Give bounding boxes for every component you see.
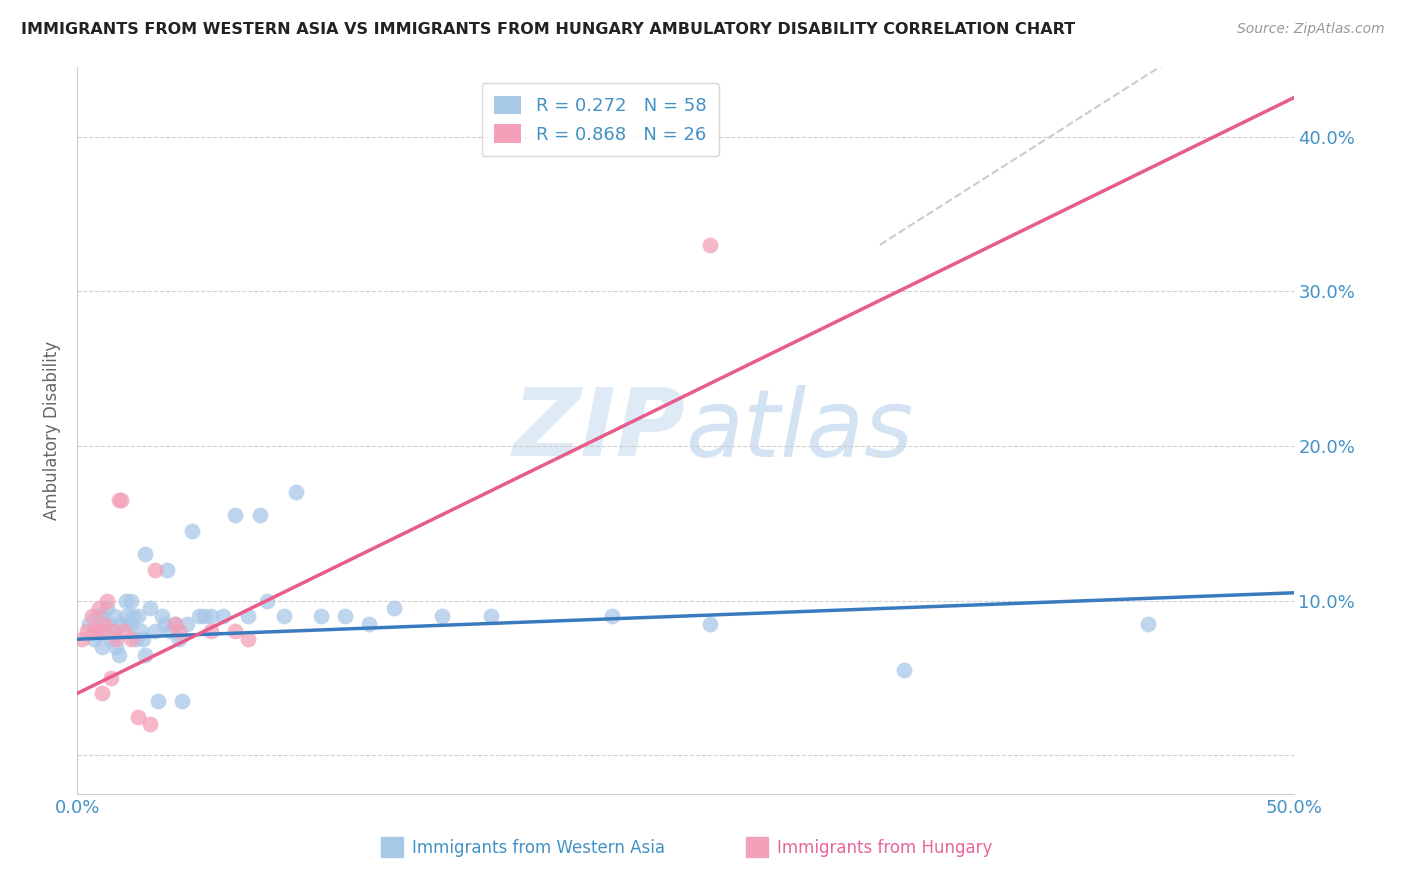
Point bbox=[134, 648, 156, 662]
Point bbox=[97, 616, 120, 631]
Point bbox=[359, 616, 381, 631]
Point bbox=[333, 609, 356, 624]
Point bbox=[699, 237, 721, 252]
Point bbox=[83, 624, 105, 639]
Point bbox=[120, 632, 142, 647]
Point bbox=[273, 609, 295, 624]
Point bbox=[103, 624, 125, 639]
Point bbox=[115, 609, 138, 624]
Point bbox=[110, 493, 132, 508]
Point bbox=[212, 609, 235, 624]
Point bbox=[163, 616, 186, 631]
Point bbox=[152, 609, 174, 624]
Point bbox=[100, 671, 122, 685]
Point bbox=[200, 609, 222, 624]
Point bbox=[86, 624, 108, 639]
Point bbox=[169, 624, 191, 639]
Point bbox=[479, 609, 502, 624]
Point bbox=[430, 609, 453, 624]
Point bbox=[90, 640, 112, 654]
Point bbox=[249, 508, 271, 523]
Point bbox=[110, 616, 132, 631]
Point bbox=[602, 609, 624, 624]
Point bbox=[188, 609, 211, 624]
Point bbox=[193, 609, 215, 624]
Point bbox=[76, 624, 98, 639]
Point bbox=[224, 624, 246, 639]
Point bbox=[143, 563, 166, 577]
Point bbox=[236, 632, 259, 647]
Point bbox=[125, 632, 148, 647]
Point bbox=[79, 616, 101, 631]
Point bbox=[176, 616, 198, 631]
Point bbox=[170, 694, 193, 708]
Point bbox=[893, 663, 915, 677]
Point bbox=[107, 493, 129, 508]
Point bbox=[107, 648, 129, 662]
Point bbox=[70, 632, 93, 647]
Point bbox=[105, 640, 128, 654]
Point bbox=[132, 632, 155, 647]
Point bbox=[224, 508, 246, 523]
Point bbox=[89, 624, 111, 639]
Point bbox=[139, 601, 162, 615]
Point bbox=[1136, 616, 1159, 631]
Point bbox=[117, 616, 139, 631]
Point bbox=[83, 632, 105, 647]
Point bbox=[90, 624, 112, 639]
Point bbox=[143, 624, 166, 639]
Point bbox=[127, 709, 149, 723]
Point bbox=[96, 593, 118, 607]
FancyBboxPatch shape bbox=[381, 837, 404, 857]
Point bbox=[180, 524, 202, 538]
Point bbox=[139, 717, 162, 731]
Point bbox=[200, 624, 222, 639]
Point bbox=[134, 547, 156, 561]
Text: atlas: atlas bbox=[686, 384, 914, 476]
Point bbox=[169, 632, 191, 647]
Point bbox=[89, 601, 111, 615]
Point bbox=[699, 616, 721, 631]
Point bbox=[103, 609, 125, 624]
Point bbox=[236, 609, 259, 624]
Point bbox=[120, 593, 142, 607]
Point bbox=[146, 694, 169, 708]
Point bbox=[256, 593, 278, 607]
Text: Immigrants from Hungary: Immigrants from Hungary bbox=[776, 839, 993, 857]
Point bbox=[129, 624, 152, 639]
Y-axis label: Ambulatory Disability: Ambulatory Disability bbox=[44, 341, 62, 520]
Point bbox=[127, 609, 149, 624]
Point bbox=[112, 624, 135, 639]
Text: IMMIGRANTS FROM WESTERN ASIA VS IMMIGRANTS FROM HUNGARY AMBULATORY DISABILITY CO: IMMIGRANTS FROM WESTERN ASIA VS IMMIGRAN… bbox=[21, 22, 1076, 37]
Point bbox=[159, 624, 181, 639]
Point bbox=[120, 616, 142, 631]
Text: ZIP: ZIP bbox=[513, 384, 686, 476]
Point bbox=[156, 563, 179, 577]
Legend: R = 0.272   N = 58, R = 0.868   N = 26: R = 0.272 N = 58, R = 0.868 N = 26 bbox=[482, 83, 718, 156]
Point bbox=[86, 609, 108, 624]
Point bbox=[115, 593, 138, 607]
Point bbox=[100, 632, 122, 647]
Point bbox=[105, 632, 128, 647]
Point bbox=[285, 485, 308, 500]
Point bbox=[103, 624, 125, 639]
Point bbox=[309, 609, 332, 624]
Point bbox=[90, 609, 112, 624]
Point bbox=[90, 686, 112, 700]
Text: Immigrants from Western Asia: Immigrants from Western Asia bbox=[412, 839, 665, 857]
FancyBboxPatch shape bbox=[747, 837, 768, 857]
Point bbox=[122, 609, 145, 624]
Point bbox=[163, 616, 186, 631]
Point bbox=[382, 601, 405, 615]
Point bbox=[93, 616, 115, 631]
Text: Source: ZipAtlas.com: Source: ZipAtlas.com bbox=[1237, 22, 1385, 37]
Point bbox=[96, 601, 118, 615]
Point bbox=[80, 609, 103, 624]
Point bbox=[153, 616, 176, 631]
